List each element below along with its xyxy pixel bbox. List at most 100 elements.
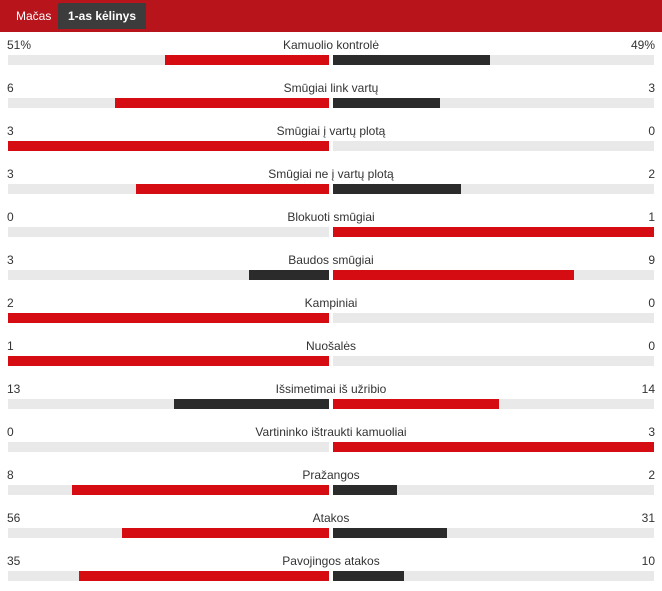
stat-home-track	[8, 571, 329, 581]
stat-away-bar	[333, 270, 574, 280]
stat-away-value: 31	[641, 511, 655, 525]
stat-away-value: 49%	[630, 38, 655, 52]
stat-home-bar	[136, 184, 329, 194]
stat-away-value: 3	[648, 81, 655, 95]
stat-row: 35 Pavojingos atakos 10	[0, 548, 662, 591]
stat-home-bar	[115, 98, 329, 108]
stat-home-bar	[248, 270, 329, 280]
stat-away-track	[333, 528, 654, 538]
stat-home-bar	[165, 55, 329, 65]
stat-home-track	[8, 442, 329, 452]
stat-away-track	[333, 55, 654, 65]
stat-home-track	[8, 399, 329, 409]
stat-away-track	[333, 313, 654, 323]
stat-home-bar	[79, 571, 329, 581]
stat-name: Smūgiai į vartų plotą	[276, 124, 386, 138]
stat-away-bar	[333, 571, 405, 581]
stat-name: Blokuoti smūgiai	[287, 210, 375, 224]
stat-away-value: 14	[641, 382, 655, 396]
stat-home-track	[8, 184, 329, 194]
stat-row: 56 Atakos 31	[0, 505, 662, 548]
stat-away-track	[333, 227, 654, 237]
stat-home-value: 13	[7, 382, 21, 396]
stat-away-bar	[333, 184, 462, 194]
stat-name: Baudos smūgiai	[288, 253, 374, 267]
stat-home-track	[8, 356, 329, 366]
stat-row: 3 Baudos smūgiai 9	[0, 247, 662, 290]
stat-name: Kamuolio kontrolė	[282, 38, 380, 52]
stat-row: 0 Vartininko ištraukti kamuoliai 3	[0, 419, 662, 462]
stat-away-value: 0	[648, 296, 655, 310]
stat-name: Kampiniai	[304, 296, 358, 310]
stat-name: Išsimetimai iš užribio	[275, 382, 387, 396]
stat-away-bar	[333, 528, 448, 538]
stat-name: Smūgiai link vartų	[283, 81, 379, 95]
stat-home-bar	[72, 485, 329, 495]
stat-away-track	[333, 356, 654, 366]
stat-away-value: 2	[648, 468, 655, 482]
stat-name: Pavojingos atakos	[282, 554, 380, 568]
stat-home-value: 1	[7, 339, 14, 353]
tab-match[interactable]: Mačas	[16, 9, 52, 23]
stat-home-bar	[174, 399, 329, 409]
stat-away-track	[333, 442, 654, 452]
tab-bar: Mačas 1-as kėlinys	[0, 0, 662, 32]
stat-home-bar	[8, 141, 329, 151]
stat-row: 2 Kampiniai 0	[0, 290, 662, 333]
stat-name: Smūgiai ne į vartų plotą	[268, 167, 394, 181]
stat-away-bar	[333, 55, 491, 65]
stat-away-value: 1	[648, 210, 655, 224]
stat-away-bar	[333, 98, 440, 108]
stat-row: 8 Pražangos 2	[0, 462, 662, 505]
stat-name: Atakos	[312, 511, 350, 525]
stat-away-value: 0	[648, 124, 655, 138]
stat-away-track	[333, 485, 654, 495]
stat-home-bar	[8, 313, 329, 323]
stat-home-bar	[122, 528, 329, 538]
stat-away-bar	[333, 442, 654, 452]
stat-row: 6 Smūgiai link vartų 3	[0, 75, 662, 118]
stat-away-track	[333, 184, 654, 194]
stat-row: 51% Kamuolio kontrolė 49%	[0, 32, 662, 75]
stat-away-value: 9	[648, 253, 655, 267]
stat-away-track	[333, 98, 654, 108]
stat-home-value: 6	[7, 81, 14, 95]
stat-row: 1 Nuošalės 0	[0, 333, 662, 376]
stat-home-value: 2	[7, 296, 14, 310]
stat-away-bar	[333, 399, 500, 409]
stat-away-track	[333, 571, 654, 581]
stat-row: 3 Smūgiai ne į vartų plotą 2	[0, 161, 662, 204]
stat-away-value: 0	[648, 339, 655, 353]
stat-home-value: 51%	[7, 38, 32, 52]
stat-name: Vartininko ištraukti kamuoliai	[255, 425, 407, 439]
stat-away-track	[333, 399, 654, 409]
stat-home-value: 3	[7, 167, 14, 181]
stat-row: 13 Išsimetimai iš užribio 14	[0, 376, 662, 419]
stat-home-bar	[8, 356, 329, 366]
stat-away-bar	[333, 227, 654, 237]
stat-home-track	[8, 270, 329, 280]
stat-home-track	[8, 227, 329, 237]
stat-row: 3 Smūgiai į vartų plotą 0	[0, 118, 662, 161]
stat-away-value: 3	[648, 425, 655, 439]
stat-away-value: 2	[648, 167, 655, 181]
stat-away-track	[333, 141, 654, 151]
stat-home-track	[8, 141, 329, 151]
stat-home-value: 35	[7, 554, 21, 568]
stat-name: Nuošalės	[305, 339, 357, 353]
stat-home-value: 3	[7, 253, 14, 267]
tab-first-half[interactable]: 1-as kėlinys	[58, 3, 146, 29]
stat-home-track	[8, 98, 329, 108]
stat-home-track	[8, 55, 329, 65]
stat-away-value: 10	[641, 554, 655, 568]
stat-away-track	[333, 270, 654, 280]
stat-home-track	[8, 313, 329, 323]
stat-name: Pražangos	[302, 468, 360, 482]
stat-home-track	[8, 528, 329, 538]
stat-home-value: 8	[7, 468, 14, 482]
stat-away-bar	[333, 485, 398, 495]
stat-home-value: 3	[7, 124, 14, 138]
stat-home-track	[8, 485, 329, 495]
stat-home-value: 56	[7, 511, 21, 525]
stat-home-value: 0	[7, 210, 14, 224]
